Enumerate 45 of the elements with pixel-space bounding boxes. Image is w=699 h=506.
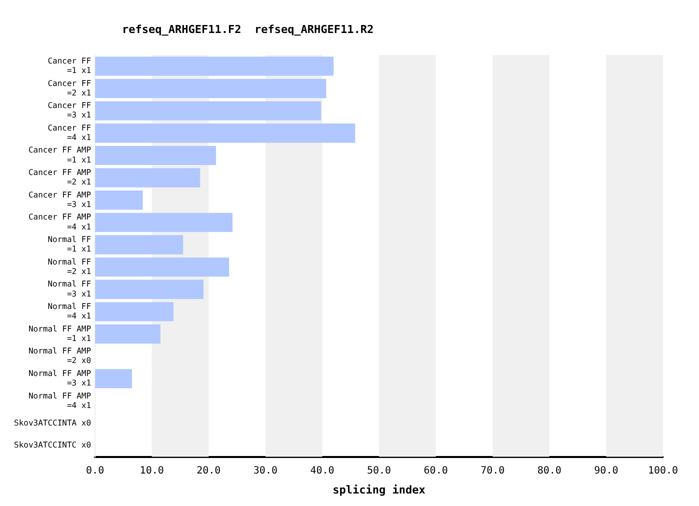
y-tick-label: Cancer FF AMP =3 x1 xyxy=(28,190,92,209)
y-tick-label: Cancer FF =2 x1 xyxy=(48,78,92,98)
x-tick-label: 50.0 xyxy=(366,465,392,476)
y-tick-label: Normal FF AMP =2 x0 xyxy=(28,346,92,366)
y-tick-label: Cancer FF AMP =4 x1 xyxy=(28,212,92,232)
x-tick-label: 60.0 xyxy=(424,465,448,476)
y-tick-label: Normal FF =1 x1 xyxy=(48,235,92,254)
bar xyxy=(95,212,233,232)
y-tick-label: Cancer FF AMP =2 x1 xyxy=(28,168,92,187)
bar xyxy=(95,324,160,344)
y-tick-label: Normal FF =3 x1 xyxy=(48,280,92,298)
y-tick-label: Normal FF =4 x1 xyxy=(48,302,92,321)
y-tick-label: Normal FF AMP =3 x1 xyxy=(28,368,92,388)
x-tick-label: 10.0 xyxy=(140,465,164,476)
y-tick-label: Normal FF =2 x1 xyxy=(48,257,92,276)
y-tick-label: Cancer FF =3 x1 xyxy=(48,101,92,120)
y-tick-label: Skov3ATCCINTA x0 xyxy=(14,418,92,428)
x-tick-label: 0.0 xyxy=(86,465,104,476)
bar xyxy=(95,56,334,76)
y-tick-label: Skov3ATCCINTC x0 xyxy=(14,440,92,450)
y-tick-label: Cancer FF =4 x1 xyxy=(48,123,92,142)
bar xyxy=(95,101,322,120)
x-tick-label: 30.0 xyxy=(253,465,278,476)
bar xyxy=(95,235,184,254)
bar xyxy=(95,168,200,188)
x-tick-label: 40.0 xyxy=(310,465,334,476)
chart-title: refseq_ARHGEF11.F2 refseq_ARHGEF11.R2 xyxy=(122,23,374,36)
x-tick-label: 70.0 xyxy=(480,465,505,476)
x-tick-label: 100.0 xyxy=(648,465,678,476)
x-tick-label: 20.0 xyxy=(196,465,221,476)
bar xyxy=(95,78,326,98)
y-tick-label: Normal FF AMP =4 x1 xyxy=(28,391,92,410)
x-tick-label: 90.0 xyxy=(594,465,618,476)
bar xyxy=(95,146,216,166)
bar xyxy=(95,302,174,322)
bar xyxy=(95,124,356,143)
bar xyxy=(95,190,143,210)
y-tick-label: Cancer FF AMP =1 x1 xyxy=(28,146,92,164)
x-axis-title: splicing index xyxy=(332,483,426,496)
y-tick-label: Normal FF AMP =1 x1 xyxy=(28,324,92,343)
bar xyxy=(95,369,132,388)
y-tick-label: Cancer FF =1 x1 xyxy=(48,56,92,76)
x-tick-label: 80.0 xyxy=(537,465,562,476)
bar xyxy=(95,257,230,277)
bar xyxy=(95,280,204,299)
